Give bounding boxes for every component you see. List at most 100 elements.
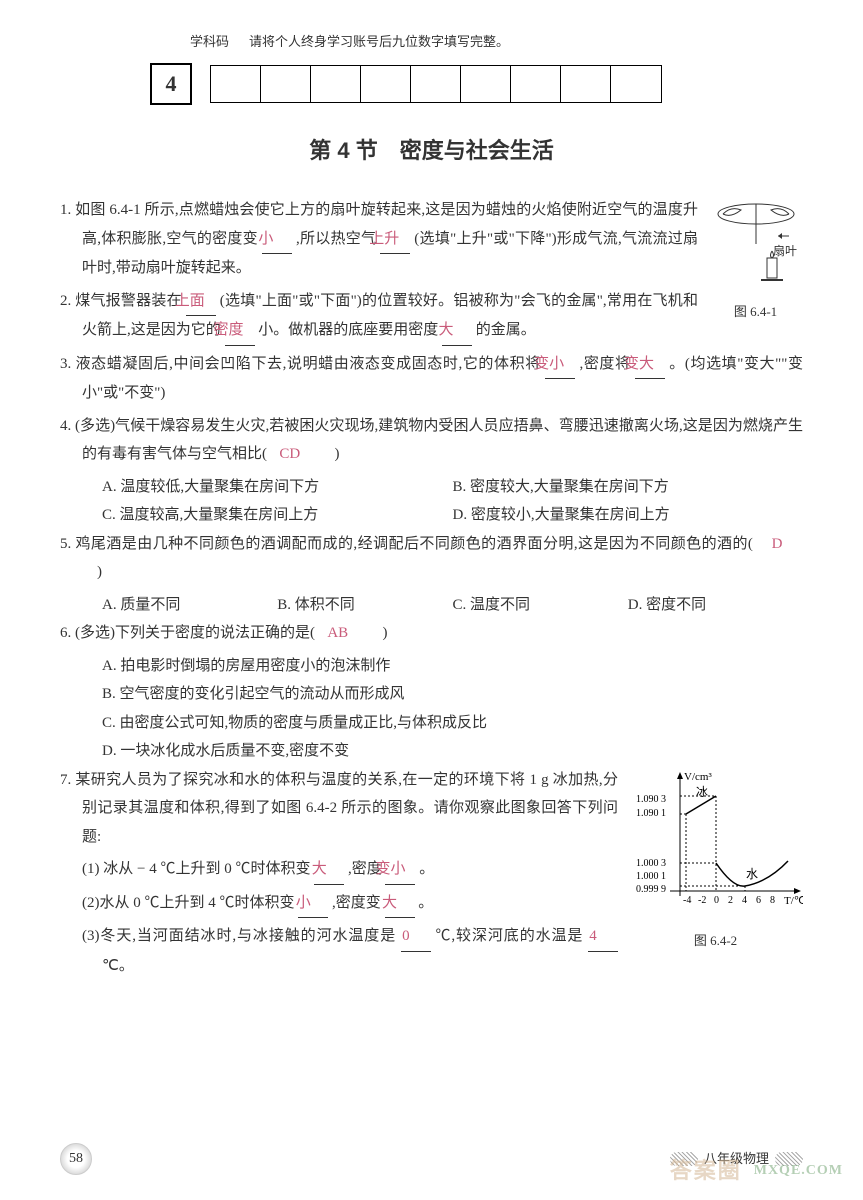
vt-chart: V/cm³ T/℃ 1.090 3 1.090 1 1.000 3 1.000 … xyxy=(628,766,803,916)
xt1: -2 xyxy=(698,895,706,906)
ylabel: V/cm³ xyxy=(684,771,712,783)
q5-option-d: D. 密度不同 xyxy=(628,591,803,620)
yt2: 1.000 3 xyxy=(636,858,666,869)
q5-option-a: A. 质量不同 xyxy=(102,591,277,620)
page-number: 58 xyxy=(60,1143,92,1175)
q7-p3b: ℃,较深河底的水温是 xyxy=(435,928,583,944)
q1-answer-2: 上升 xyxy=(380,225,410,255)
q1-answer-1: 小 xyxy=(262,225,292,255)
q6-option-d: D. 一块冰化成水后质量不变,密度不变 xyxy=(102,737,803,766)
q7-p1-ans2: 变小 xyxy=(385,855,415,885)
question-3: 3. 液态蜡凝固后,中间会凹陷下去,说明蜡由液态变成固态时,它的体积将 变小 ,… xyxy=(60,350,803,408)
account-number-boxes xyxy=(210,65,662,103)
q5-option-b: B. 体积不同 xyxy=(277,591,452,620)
q2-text-c: 小。做机器的底座要用密度 xyxy=(258,322,438,338)
q7-p3c: ℃。 xyxy=(102,958,134,974)
q1-text-b: ,所以热空气 xyxy=(296,231,376,247)
yt3: 1.000 1 xyxy=(636,871,666,882)
subject-code-value: 4 xyxy=(166,63,177,105)
q6-option-a: A. 拍电影时倒塌的房屋用密度小的泡沫制作 xyxy=(102,652,803,681)
q7-p1-ans1: 大 xyxy=(314,855,344,885)
q5-option-c: C. 温度不同 xyxy=(453,591,628,620)
account-digit-box xyxy=(311,66,361,102)
q3-text-a: 3. 液态蜡凝固后,中间会凹陷下去,说明蜡由液态变成固态时,它的体积将 xyxy=(60,356,541,372)
figure-6-4-2: V/cm³ T/℃ 1.090 3 1.090 1 1.000 3 1.000 … xyxy=(628,766,803,953)
q5-stem-end: ) xyxy=(82,564,102,580)
account-digit-box xyxy=(261,66,311,102)
q3-answer-2: 变大 xyxy=(635,350,665,380)
account-digit-box xyxy=(361,66,411,102)
q7-p2a: (2)水从 0 ℃上升到 4 ℃时体积变 xyxy=(82,895,295,911)
account-digit-box xyxy=(511,66,561,102)
q6-option-c: C. 由密度公式可知,物质的密度与质量成正比,与体积成反比 xyxy=(102,709,803,738)
q4-option-c: C. 温度较高,大量聚集在房间上方 xyxy=(102,501,453,530)
account-digit-box xyxy=(611,66,661,102)
xt0: -4 xyxy=(683,895,691,906)
q7-p2b: ,密度变 xyxy=(332,895,381,911)
q3-text-b: ,密度将 xyxy=(579,356,630,372)
question-5: 5. 鸡尾酒是由几种不同颜色的酒调配而成的,经调配后不同颜色的酒界面分明,这是因… xyxy=(60,530,803,587)
code-boxes-row: 4 xyxy=(150,63,803,105)
q6-answer: AB xyxy=(334,619,364,648)
q4-option-d: D. 密度较小,大量聚集在房间上方 xyxy=(453,501,804,530)
q7-stem: 7. 某研究人员为了探究冰和水的体积与温度的关系,在一定的环境下将 1 g 冰加… xyxy=(60,772,618,845)
q2-text-a: 2. 煤气报警器装在 xyxy=(60,293,182,309)
header-desc: 请将个人终身学习账号后九位数字填写完整。 xyxy=(249,30,509,55)
yt0: 1.090 3 xyxy=(636,794,666,805)
question-4: 4. (多选)气候干燥容易发生火灾,若被困火灾现场,建筑物内受困人员应捂鼻、弯腰… xyxy=(60,412,803,469)
q7-p1a: (1) 冰从 − 4 ℃上升到 0 ℃时体积变 xyxy=(82,861,310,877)
q6-options: A. 拍电影时倒塌的房屋用密度小的泡沫制作 B. 空气密度的变化引起空气的流动从… xyxy=(60,652,803,766)
ice-label: 冰 xyxy=(696,785,708,799)
watermark-text-1: 答案圈 xyxy=(670,1150,742,1192)
xlabel: T/℃ xyxy=(784,895,803,907)
yt1: 1.090 1 xyxy=(636,808,666,819)
q7-p2-ans2: 大 xyxy=(385,889,415,919)
water-label: 水 xyxy=(746,867,758,881)
q7-p2-ans1: 小 xyxy=(298,889,328,919)
q3-answer-1: 变小 xyxy=(545,350,575,380)
q4-stem-end: ) xyxy=(320,446,340,462)
xt3: 2 xyxy=(728,895,733,906)
q7-p3-ans1: 0 xyxy=(401,922,431,952)
q6-stem: 6. (多选)下列关于密度的说法正确的是( xyxy=(60,625,330,641)
q5-stem: 5. 鸡尾酒是由几种不同颜色的酒调配而成的,经调配后不同颜色的酒界面分明,这是因… xyxy=(60,536,769,552)
question-2: 2. 煤气报警器装在 上面 (选填"上面"或"下面")的位置较好。铝被称为"会飞… xyxy=(60,287,803,346)
q2-answer-2: 密度 xyxy=(225,316,255,346)
figure-6-4-1-caption: 图 6.4-1 xyxy=(708,300,803,325)
q7-p1c: 。 xyxy=(419,861,434,877)
q5-options: A. 质量不同 B. 体积不同 C. 温度不同 D. 密度不同 xyxy=(60,591,803,620)
xt6: 8 xyxy=(770,895,775,906)
account-digit-box xyxy=(211,66,261,102)
code-label: 学科码 xyxy=(190,30,229,55)
q6-option-b: B. 空气密度的变化引起空气的流动从而形成风 xyxy=(102,680,803,709)
header-row: 学科码 请将个人终身学习账号后九位数字填写完整。 xyxy=(190,30,803,55)
q2-text-d: 的金属。 xyxy=(476,322,536,338)
q4-option-a: A. 温度较低,大量聚集在房间下方 xyxy=(102,473,453,502)
subject-code-box: 4 xyxy=(150,63,192,105)
q7-p3-ans2: 4 xyxy=(588,922,618,952)
fan-label: 扇叶 xyxy=(770,240,800,263)
q7-p3a: (3)冬天,当河面结冰时,与冰接触的河水温度是 xyxy=(82,928,396,944)
q5-answer: D xyxy=(773,530,803,559)
watermark-text-2: MXQE.COM xyxy=(754,1158,843,1185)
section-title: 第 4 节 密度与社会生活 xyxy=(60,130,803,172)
account-digit-box xyxy=(561,66,611,102)
q4-option-b: B. 密度较大,大量聚集在房间下方 xyxy=(453,473,804,502)
account-digit-box xyxy=(461,66,511,102)
xt4: 4 xyxy=(742,895,747,906)
page-number-value: 58 xyxy=(69,1146,83,1173)
q6-stem-end: ) xyxy=(368,625,388,641)
q4-stem: 4. (多选)气候干燥容易发生火灾,若被困火灾现场,建筑物内受困人员应捂鼻、弯腰… xyxy=(60,418,803,463)
xt2: 0 xyxy=(714,895,719,906)
q4-options: A. 温度较低,大量聚集在房间下方 B. 密度较大,大量聚集在房间下方 C. 温… xyxy=(60,473,803,530)
q7-p2c: 。 xyxy=(418,895,433,911)
xt5: 6 xyxy=(756,895,761,906)
yt4: 0.999 9 xyxy=(636,884,666,895)
q2-answer-1: 上面 xyxy=(186,287,216,317)
question-1: 1. 如图 6.4-1 所示,点燃蜡烛会使它上方的扇叶旋转起来,这是因为蜡烛的火… xyxy=(60,196,803,283)
q2-answer-3: 大 xyxy=(442,316,472,346)
watermark: 答案圈 MXQE.COM xyxy=(670,1150,843,1192)
q4-answer: CD xyxy=(286,440,316,469)
figure-6-4-1: 扇叶 图 6.4-1 xyxy=(708,196,803,324)
figure-6-4-2-caption: 图 6.4-2 xyxy=(628,929,803,954)
